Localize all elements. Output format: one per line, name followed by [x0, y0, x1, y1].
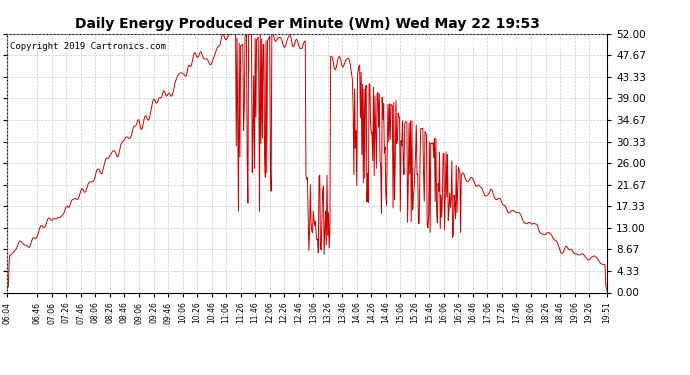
Title: Daily Energy Produced Per Minute (Wm) Wed May 22 19:53: Daily Energy Produced Per Minute (Wm) We…	[75, 17, 540, 31]
Text: Copyright 2019 Cartronics.com: Copyright 2019 Cartronics.com	[10, 42, 166, 51]
